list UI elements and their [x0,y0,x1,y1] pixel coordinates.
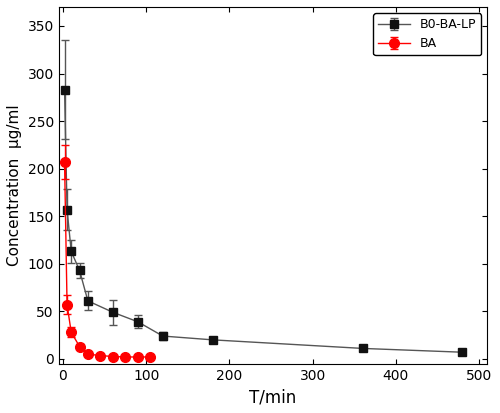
X-axis label: T/min: T/min [250,388,296,406]
Y-axis label: Concentration  μg/ml: Concentration μg/ml [7,104,22,266]
Legend: B0-BA-LP, BA: B0-BA-LP, BA [374,13,481,55]
